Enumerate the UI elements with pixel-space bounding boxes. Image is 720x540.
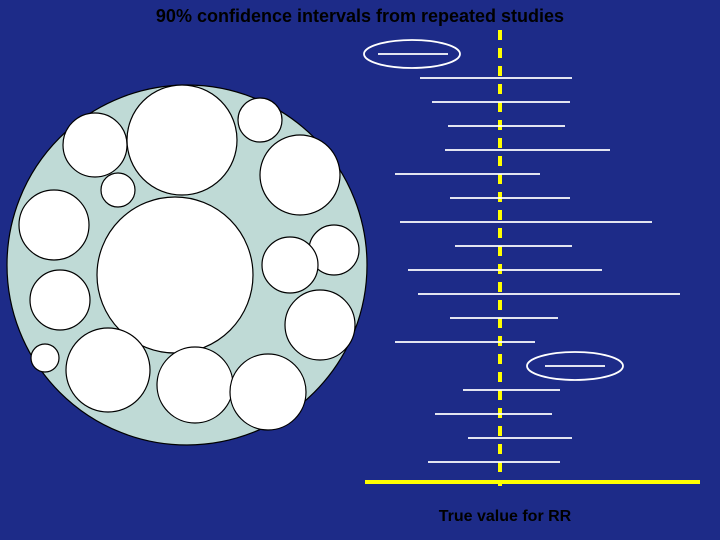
sample-circle-12 xyxy=(157,347,233,423)
sample-circle-14 xyxy=(31,344,59,372)
diagram-svg xyxy=(0,0,720,540)
sample-circle-7 xyxy=(19,190,89,260)
sample-circle-13 xyxy=(230,354,306,430)
sample-circle-4 xyxy=(101,173,135,207)
sample-circle-10 xyxy=(285,290,355,360)
sample-circle-8 xyxy=(262,237,318,293)
sample-circle-2 xyxy=(238,98,282,142)
sample-circle-1 xyxy=(127,85,237,195)
sample-circle-9 xyxy=(30,270,90,330)
chart-title: 90% confidence intervals from repeated s… xyxy=(0,6,720,27)
true-value-label: True value for RR xyxy=(390,508,620,526)
sample-circle-3 xyxy=(260,135,340,215)
sample-circle-0 xyxy=(63,113,127,177)
sample-circle-11 xyxy=(66,328,150,412)
